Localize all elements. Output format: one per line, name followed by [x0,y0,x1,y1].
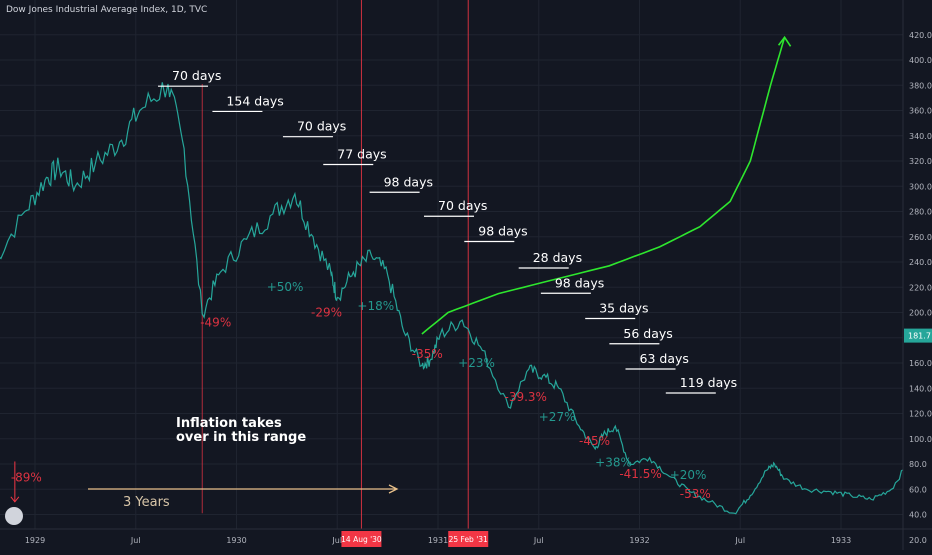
y-tick-label: 320.0 [909,157,932,166]
y-tick-label: 340.0 [909,132,932,141]
x-tick-label: Jul [331,536,342,545]
projection-line [421,37,786,335]
y-tick-label: 120.0 [909,410,932,419]
y-tick-label: 40.0 [909,511,927,520]
drop-arrowhead [10,496,20,503]
y-tick-label: 160.0 [909,359,932,368]
x-tick-label: 1929 [25,536,45,545]
y-tick-label: 240.0 [909,258,932,267]
current-price-label: 181.7 [908,332,931,341]
percent-change-label: -45% [579,434,610,448]
y-tick-label: 280.0 [909,208,932,217]
price-series-line [0,82,932,515]
price-axis-background [903,0,932,550]
x-tick-label: 1932 [629,536,649,545]
day-count-label: 70 days [438,198,487,213]
percent-change-label: +38% [595,456,632,470]
y-tick-label: 140.0 [909,384,932,393]
day-count-label: 154 days [226,93,283,108]
percent-change-label: -49% [200,315,231,329]
day-count-labels: 70 days 154 days 70 days 77 days 98 days 70 d… [158,68,737,394]
three-years-arrowhead [388,484,399,494]
day-count-label: 63 days [640,351,689,366]
time-range-annotation: 3 Years Inflation takes over in this ran… [88,416,399,510]
day-count-label: 98 days [384,174,433,189]
y-tick-label: 400.0 [909,56,932,65]
x-tick-label: 1931 [428,536,448,545]
y-tick-label: 260.0 [909,233,932,242]
projection-arrowhead [777,35,792,47]
date-marker-lines [10,0,469,529]
date-marker-label: 25 Feb '31 [449,535,488,544]
y-tick-label: 100.0 [909,435,932,444]
inflation-note-line1: Inflation takes [176,416,282,431]
day-count-label: 98 days [555,275,604,290]
x-tick-label: Jul [533,536,544,545]
x-tick-label: 1933 [831,536,851,545]
day-count-label: 98 days [478,223,527,238]
y-tick-label: 300.0 [909,182,932,191]
chart-title: Dow Jones Industrial Average Index, 1D, … [6,5,208,15]
y-tick-label: 20.0 [909,536,927,545]
inflation-note-line2: over in this range [176,430,306,445]
chart-gridlines [0,0,903,541]
date-marker-box [341,531,382,547]
percent-change-label: +18% [357,299,394,313]
day-count-label: 70 days [172,68,221,83]
date-marker-label: 14 Aug '30 [341,535,382,544]
day-count-label: 77 days [337,146,386,161]
y-tick-label: 60.0 [909,485,927,494]
day-count-label: 28 days [533,250,582,265]
y-tick-label: 380.0 [909,81,932,90]
x-tick-label: Jul [130,536,141,545]
percent-change-label: -53% [680,487,711,501]
percent-change-labels: -49% +50% -29% +18% -35% +23% -39.3% +27%-45% +3… [11,280,711,501]
day-count-label: 70 days [297,119,346,134]
tradingview-logo-icon[interactable] [5,507,23,525]
percent-change-label: -39.3% [504,390,546,404]
percent-change-label: +20% [670,468,707,482]
x-tick-label: 1930 [226,536,246,545]
y-tick-label: 200.0 [909,309,932,318]
x-tick-label: Jul [734,536,745,545]
percent-change-label: -29% [311,305,342,319]
y-tick-label: 360.0 [909,107,932,116]
three-years-label: 3 Years [123,495,170,510]
percent-change-label: +50% [267,280,304,294]
y-tick-label: 80.0 [909,460,927,469]
percent-change-label: +23% [458,356,495,370]
day-count-label: 119 days [680,375,737,390]
percent-change-label: +27% [539,410,576,424]
y-tick-label: 420.0 [909,31,932,40]
percent-change-label: -35% [412,347,443,361]
percent-change-label: -41.5% [619,467,661,481]
day-count-label: 35 days [599,301,648,316]
date-marker-box [448,531,489,547]
y-tick-label: 220.0 [909,283,932,292]
current-price-badge [904,328,932,343]
percent-change-label: -89% [11,471,42,485]
day-count-label: 56 days [623,326,672,341]
chart-series [0,35,932,515]
